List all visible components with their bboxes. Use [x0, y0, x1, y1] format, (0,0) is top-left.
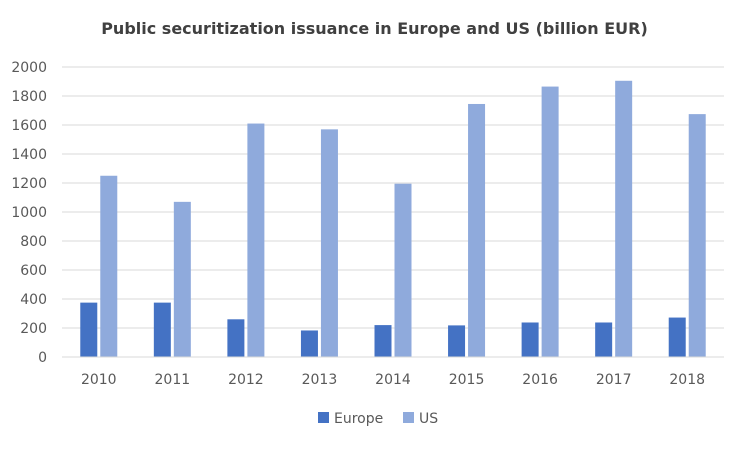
axes: 0 200 400 600 800 1000 1200 1400 1600 1800 2000 201…	[11, 60, 724, 388]
x-tick-label: 2018	[669, 372, 705, 388]
y-tick-label: 1800	[11, 89, 47, 105]
bar-europe-2016	[521, 322, 539, 357]
y-tick-label: 2000	[11, 60, 47, 76]
legend-label-europe: Europe	[334, 411, 383, 427]
legend-swatch-us	[403, 412, 414, 423]
bar-us-2016	[541, 86, 559, 357]
y-tick-label: 1600	[11, 118, 47, 134]
bar-europe-2010	[80, 302, 98, 357]
legend-swatch-europe	[318, 412, 329, 423]
bar-europe-2013	[300, 330, 318, 357]
x-tick-label: 2017	[596, 372, 632, 388]
x-tick-label: 2015	[449, 372, 485, 388]
bar-us-2017	[615, 80, 633, 358]
y-tick-label: 200	[20, 321, 47, 337]
x-tick-label: 2016	[522, 372, 558, 388]
legend-label-us: US	[419, 411, 438, 427]
bar-us-2011	[173, 201, 191, 357]
chart-title: Public securitization issuance in Europe…	[101, 19, 648, 38]
x-tick-label: 2011	[155, 372, 191, 388]
y-tick-label: 600	[20, 263, 47, 279]
y-tick-label: 800	[20, 234, 47, 250]
bar-europe-2011	[153, 302, 171, 357]
bar-europe-2015	[448, 325, 466, 357]
bar-europe-2017	[595, 322, 613, 357]
bar-us-2018	[688, 114, 706, 357]
legend: Europe US	[318, 411, 438, 427]
y-tick-label: 1200	[11, 176, 47, 192]
bar-us-2014	[394, 183, 412, 357]
bar-us-2010	[100, 175, 118, 357]
bar-europe-2012	[227, 319, 245, 357]
y-tick-label: 1000	[11, 205, 47, 221]
x-tick-label: 2014	[375, 372, 411, 388]
bars	[80, 80, 706, 358]
bar-us-2013	[320, 129, 338, 357]
x-tick-label: 2010	[81, 372, 117, 388]
y-tick-label: 1400	[11, 147, 47, 163]
y-tick-label: 400	[20, 292, 47, 308]
x-tick-label: 2013	[302, 372, 338, 388]
bar-europe-2018	[668, 317, 686, 357]
gridlines	[62, 66, 724, 329]
bar-europe-2014	[374, 325, 392, 357]
x-tick-label: 2012	[228, 372, 264, 388]
bar-us-2012	[247, 123, 265, 357]
y-tick-label: 0	[38, 350, 47, 366]
bar-us-2015	[468, 103, 486, 357]
